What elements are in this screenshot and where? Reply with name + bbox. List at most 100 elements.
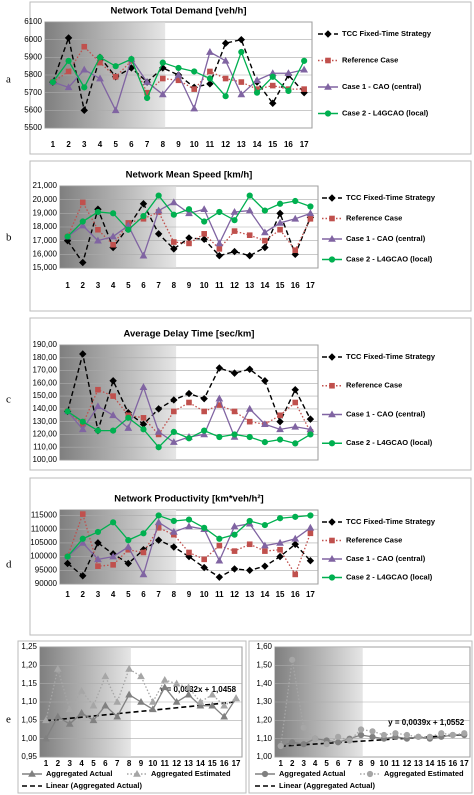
marker bbox=[185, 206, 193, 213]
marker bbox=[170, 428, 177, 435]
x-tick-label: 2 bbox=[290, 759, 295, 768]
marker bbox=[276, 417, 284, 426]
marker bbox=[196, 697, 205, 705]
marker bbox=[79, 511, 86, 517]
marker bbox=[261, 521, 268, 529]
marker bbox=[172, 697, 181, 705]
marker bbox=[216, 208, 223, 216]
marker bbox=[64, 233, 71, 240]
marker bbox=[170, 211, 177, 218]
legend-label: Case 2 - L4GCAO (local) bbox=[342, 108, 429, 117]
marker bbox=[215, 556, 224, 564]
marker bbox=[154, 206, 163, 214]
legend-label: Case 1 - CAO (central) bbox=[342, 82, 422, 91]
marker bbox=[140, 212, 147, 220]
marker bbox=[89, 701, 98, 709]
marker bbox=[200, 205, 209, 213]
chart-title: Average Delay Time [sec/km] bbox=[124, 329, 255, 340]
marker bbox=[201, 427, 208, 434]
marker bbox=[291, 386, 299, 394]
y-tick-label: 1,00 bbox=[21, 734, 37, 743]
x-tick-label: 12 bbox=[402, 759, 411, 768]
marker bbox=[154, 405, 163, 413]
marker bbox=[215, 364, 224, 372]
legend-label: Reference Case bbox=[346, 535, 402, 544]
marker bbox=[160, 683, 169, 691]
x-tick-label: 12 bbox=[230, 281, 239, 290]
marker bbox=[276, 436, 284, 443]
panel-label: b bbox=[6, 232, 12, 244]
marker bbox=[306, 523, 315, 531]
legend-marker bbox=[328, 194, 336, 202]
x-tick-label: 12 bbox=[230, 590, 239, 599]
marker bbox=[276, 218, 284, 226]
marker bbox=[94, 528, 102, 536]
x-tick-label: 4 bbox=[313, 759, 318, 768]
marker bbox=[79, 350, 87, 358]
marker bbox=[262, 237, 268, 244]
panel-label: d bbox=[6, 559, 12, 571]
y-tick-label: 160,00 bbox=[33, 378, 58, 387]
y-tick-label: 1,10 bbox=[256, 734, 272, 743]
x-tick-label: 11 bbox=[161, 759, 170, 768]
y-tick-label: 110,00 bbox=[33, 442, 57, 451]
marker bbox=[191, 68, 198, 75]
y-tick-label: 1,40 bbox=[256, 679, 272, 688]
marker bbox=[284, 69, 293, 77]
marker bbox=[94, 208, 102, 216]
y-tick-label: 150,00 bbox=[33, 391, 58, 400]
legend-marker bbox=[328, 518, 336, 526]
x-tick-label: 16 bbox=[448, 759, 457, 768]
marker bbox=[170, 517, 177, 525]
marker bbox=[42, 716, 50, 724]
marker bbox=[208, 690, 217, 698]
marker bbox=[154, 427, 163, 435]
marker bbox=[112, 73, 119, 80]
marker bbox=[246, 433, 253, 441]
marker bbox=[357, 726, 365, 733]
marker bbox=[160, 675, 169, 683]
marker bbox=[231, 408, 238, 415]
x-tick-label: 11 bbox=[206, 140, 215, 149]
x-tick-label: 5 bbox=[324, 759, 329, 768]
marker bbox=[81, 84, 88, 91]
marker bbox=[216, 246, 223, 252]
marker bbox=[79, 218, 86, 225]
x-tick-label: 8 bbox=[172, 590, 177, 599]
legend-label: Aggregated Estimated bbox=[384, 769, 464, 778]
marker bbox=[96, 54, 104, 61]
x-tick-label: 2 bbox=[66, 140, 71, 149]
marker bbox=[231, 228, 238, 234]
legend-marker bbox=[329, 537, 335, 544]
marker bbox=[185, 435, 193, 442]
marker bbox=[65, 68, 72, 75]
marker bbox=[307, 512, 314, 519]
marker bbox=[140, 415, 147, 421]
marker bbox=[369, 733, 376, 740]
frame bbox=[29, 477, 472, 636]
marker bbox=[158, 90, 167, 98]
marker bbox=[65, 57, 72, 64]
x-tick-label: 13 bbox=[414, 759, 423, 768]
marker bbox=[186, 549, 192, 556]
x-tick-label: 10 bbox=[190, 140, 199, 149]
marker bbox=[237, 90, 246, 98]
marker bbox=[291, 250, 299, 259]
x-tick-label: 1 bbox=[279, 759, 284, 768]
marker bbox=[392, 730, 399, 737]
legend-marker bbox=[325, 57, 331, 64]
marker bbox=[323, 741, 330, 748]
marker bbox=[109, 232, 117, 240]
marker bbox=[184, 690, 193, 698]
x-tick-label: 11 bbox=[391, 759, 400, 768]
marker bbox=[77, 686, 86, 694]
y-tick-label: 15,000 bbox=[33, 263, 58, 272]
marker bbox=[201, 231, 207, 237]
marker bbox=[426, 733, 433, 740]
legend-marker bbox=[328, 353, 336, 361]
marker bbox=[124, 559, 133, 568]
marker bbox=[96, 74, 104, 82]
legend-marker bbox=[328, 410, 336, 418]
marker bbox=[110, 427, 117, 434]
marker bbox=[125, 664, 133, 672]
